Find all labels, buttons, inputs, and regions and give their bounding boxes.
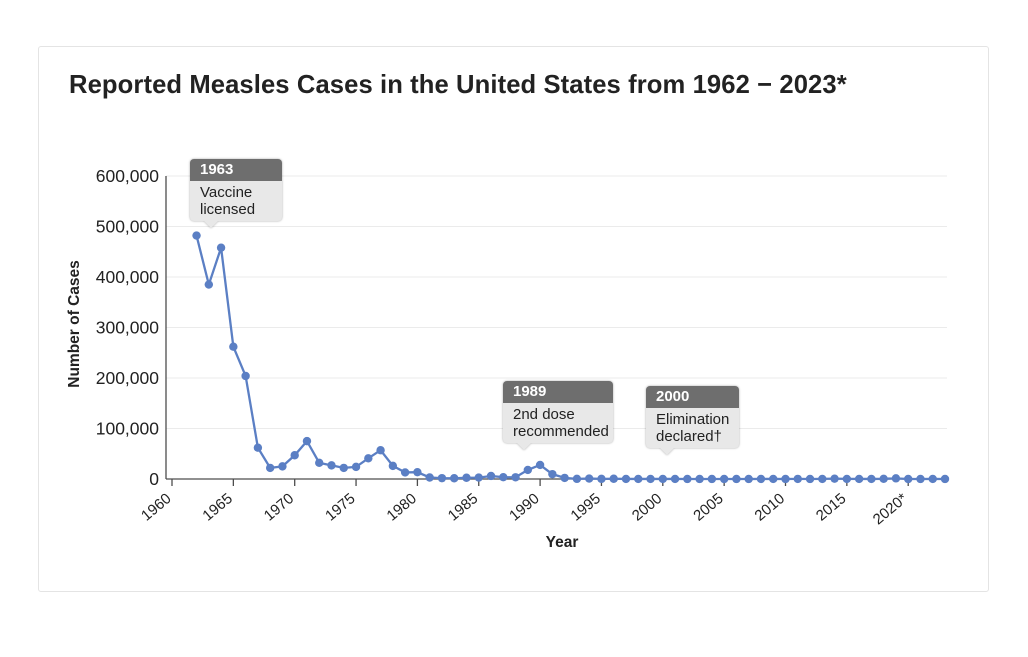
svg-text:1990: 1990 (506, 490, 542, 524)
svg-text:1985: 1985 (445, 490, 481, 524)
svg-text:2005: 2005 (690, 490, 726, 524)
svg-text:1980: 1980 (383, 490, 419, 524)
svg-text:1960: 1960 (138, 490, 174, 524)
svg-text:2015: 2015 (813, 490, 849, 524)
svg-text:1975: 1975 (322, 490, 358, 524)
svg-text:1970: 1970 (261, 490, 297, 524)
svg-text:1965: 1965 (199, 490, 235, 524)
svg-text:Year: Year (546, 534, 579, 551)
svg-text:1995: 1995 (568, 490, 604, 524)
svg-text:Number of Cases: Number of Cases (66, 260, 83, 387)
svg-text:2010: 2010 (752, 490, 788, 524)
svg-text:2020*: 2020* (870, 490, 911, 528)
svg-text:600,000: 600,000 (96, 166, 160, 186)
svg-text:0: 0 (149, 469, 159, 489)
svg-text:400,000: 400,000 (96, 267, 160, 287)
svg-text:100,000: 100,000 (96, 419, 160, 439)
svg-text:300,000: 300,000 (96, 318, 160, 338)
svg-text:200,000: 200,000 (96, 368, 160, 388)
svg-text:2000: 2000 (629, 490, 665, 524)
svg-text:500,000: 500,000 (96, 217, 160, 237)
